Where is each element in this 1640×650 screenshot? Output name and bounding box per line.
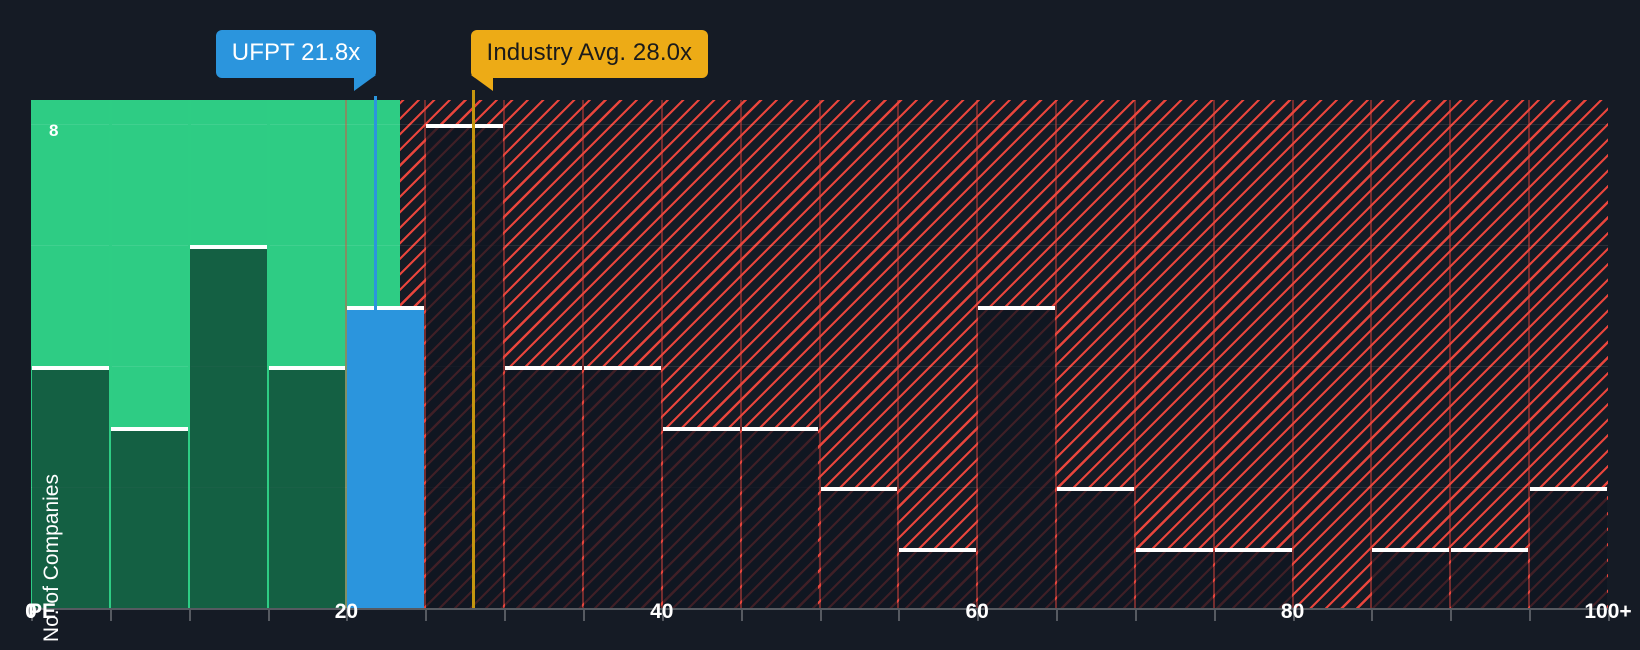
histogram-bar[interactable] [1530,487,1607,608]
bin-separator [266,100,270,608]
bin-separator [897,100,900,608]
x-axis-tick [1371,610,1374,621]
x-axis-line [31,608,1608,610]
x-axis-caption: PE [28,600,57,623]
x-axis-tick [109,610,112,621]
histogram-bar[interactable] [978,305,1056,608]
x-axis-tick [898,610,901,621]
industry-average-callout-label: Industry Avg. 28.0x [486,39,693,66]
bin-separator [818,100,821,608]
histogram-bar[interactable] [32,366,109,608]
histogram-bar[interactable] [268,366,346,608]
bin-separator [187,100,191,608]
bin-separator [108,100,112,608]
histogram-bar[interactable] [426,124,504,608]
industry-average-callout[interactable]: Industry Avg. 28.0x [470,30,709,91]
bin-separator [1528,100,1531,608]
plot-area [31,100,1608,608]
x-axis-tick [1608,610,1610,621]
x-axis-tick-label: 20 [334,600,359,623]
bin-separator [1133,100,1136,608]
bin-separator [581,100,584,608]
histogram-bar[interactable] [110,426,188,608]
bin-separator [1370,100,1373,608]
x-axis-tick [1056,610,1059,621]
y-axis-top-value: 8 [49,121,59,140]
bin-separator [660,100,663,608]
histogram-bar[interactable] [1214,547,1292,608]
x-axis-tick [1529,610,1532,621]
histogram-bar[interactable] [189,245,267,608]
bin-separator [739,100,742,608]
bin-separator [1291,100,1294,608]
bin-separator [424,100,427,608]
x-axis-tick [425,610,428,621]
bin-separator [1449,100,1452,608]
histogram-bar[interactable] [1135,547,1213,608]
ufpt-callout-label: UFPT 21.8x [231,39,361,66]
callout-tail-icon [470,75,493,91]
histogram-bar[interactable] [347,305,425,608]
histogram-bar[interactable] [899,547,977,608]
histogram-bar[interactable] [505,366,582,608]
x-axis-tick [1450,610,1453,621]
x-axis-tick [504,610,507,621]
x-axis-tick [188,610,191,621]
histogram-bar[interactable] [820,487,898,608]
x-axis-tick [1292,610,1295,621]
bin-separator [1055,100,1058,608]
y-axis-caption: No. of Companies [40,473,63,642]
x-axis-tick [346,610,349,621]
x-axis-tick [582,610,585,621]
x-axis-tick [1213,610,1216,621]
histogram-bar[interactable] [583,366,661,608]
x-axis-tick-label: 40 [650,600,674,623]
x-axis-tick-label: 80 [1280,600,1305,623]
x-axis-tick-label: 0 [25,600,37,623]
bin-separator [976,100,979,608]
x-axis-tick [740,610,743,621]
histogram-bar[interactable] [741,426,819,608]
x-axis-tick-label: 60 [965,600,989,623]
ufpt-marker-line [373,96,377,608]
x-axis-tick-label: 100+ [1584,600,1632,623]
x-axis-tick [267,610,270,621]
bin-separator [345,100,348,608]
histogram-bar[interactable] [1451,547,1529,608]
bin-separator [503,100,506,608]
x-axis-tick [977,610,980,621]
histogram-bar[interactable] [1372,547,1450,608]
callout-tail-icon [354,75,377,91]
x-axis-tick [1134,610,1137,621]
histogram-bar[interactable] [662,426,740,608]
histogram-bar[interactable] [1057,487,1134,608]
ufpt-callout[interactable]: UFPT 21.8x [215,30,377,91]
bin-separator [1212,100,1215,608]
x-axis-tick [819,610,822,621]
x-axis-tick [661,610,664,621]
industry-average-marker-line [471,90,475,608]
x-axis-tick [31,610,33,621]
